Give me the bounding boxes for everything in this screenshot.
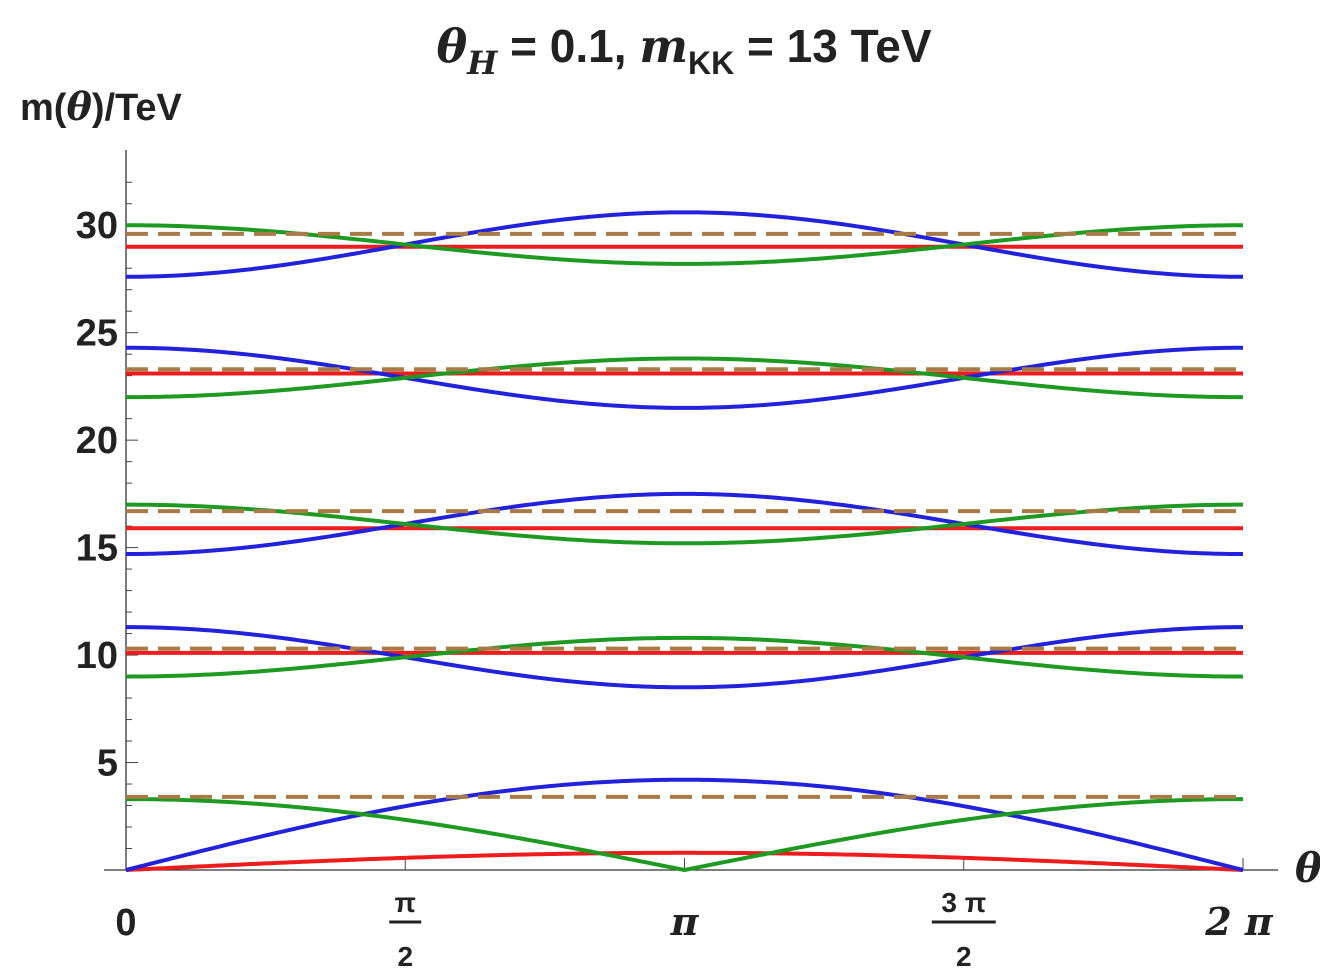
y-tick-label: 25	[76, 313, 118, 355]
series-green-line	[125, 635, 1244, 679]
x-tick-label-fraction: π2	[389, 887, 422, 972]
chart-title: θH = 0.1, mKK = 13 TeV	[436, 19, 931, 82]
series-blue-line	[125, 345, 1244, 410]
x-tick-label: 0	[115, 902, 136, 944]
title-theta-subscript: H	[466, 44, 499, 82]
title-theta-value: = 0.1,	[497, 20, 639, 72]
x-tick-label-fraction: 3 π 2	[931, 887, 996, 972]
x-tick-label-denominator: 2	[956, 941, 972, 972]
x-tick-label: 2 π	[1204, 899, 1274, 944]
y-axis-label-pre: m(	[20, 87, 67, 129]
x-tick-label-denominator: 2	[397, 941, 413, 972]
y-tick-label: 10	[76, 635, 118, 677]
x-tick-label-numerator: 3 π	[941, 887, 986, 918]
series-red-line	[125, 850, 1244, 872]
series-green-line	[125, 797, 1244, 872]
x-tick-label-numerator: π	[395, 887, 416, 918]
x-tick-label: π	[670, 899, 700, 944]
series-blue-line	[125, 210, 1244, 279]
series-blue-line	[125, 777, 1244, 872]
series-blue-line	[125, 491, 1244, 557]
title-m-symbol: m	[639, 19, 688, 73]
title-m-subscript: KK	[688, 45, 734, 81]
y-tick-label: 15	[76, 528, 118, 570]
y-tick-label: 30	[76, 205, 118, 247]
series-green-line	[125, 223, 1244, 266]
y-axis-label-post: )/TeV	[92, 87, 183, 129]
y-axis-label: m(θ)/TeV	[20, 84, 183, 129]
y-tick-label: 5	[97, 743, 118, 785]
series-green-line	[126, 356, 1243, 400]
series-green-line	[126, 502, 1243, 546]
title-theta-symbol: θ	[436, 19, 467, 73]
y-tick-label: 20	[76, 420, 118, 462]
y-axis-label-theta: θ	[66, 84, 92, 129]
series-blue-line	[125, 625, 1244, 690]
title-m-value: = 13 TeV	[734, 20, 932, 72]
curves	[125, 210, 1244, 872]
x-axis-label: θ	[1295, 845, 1320, 892]
